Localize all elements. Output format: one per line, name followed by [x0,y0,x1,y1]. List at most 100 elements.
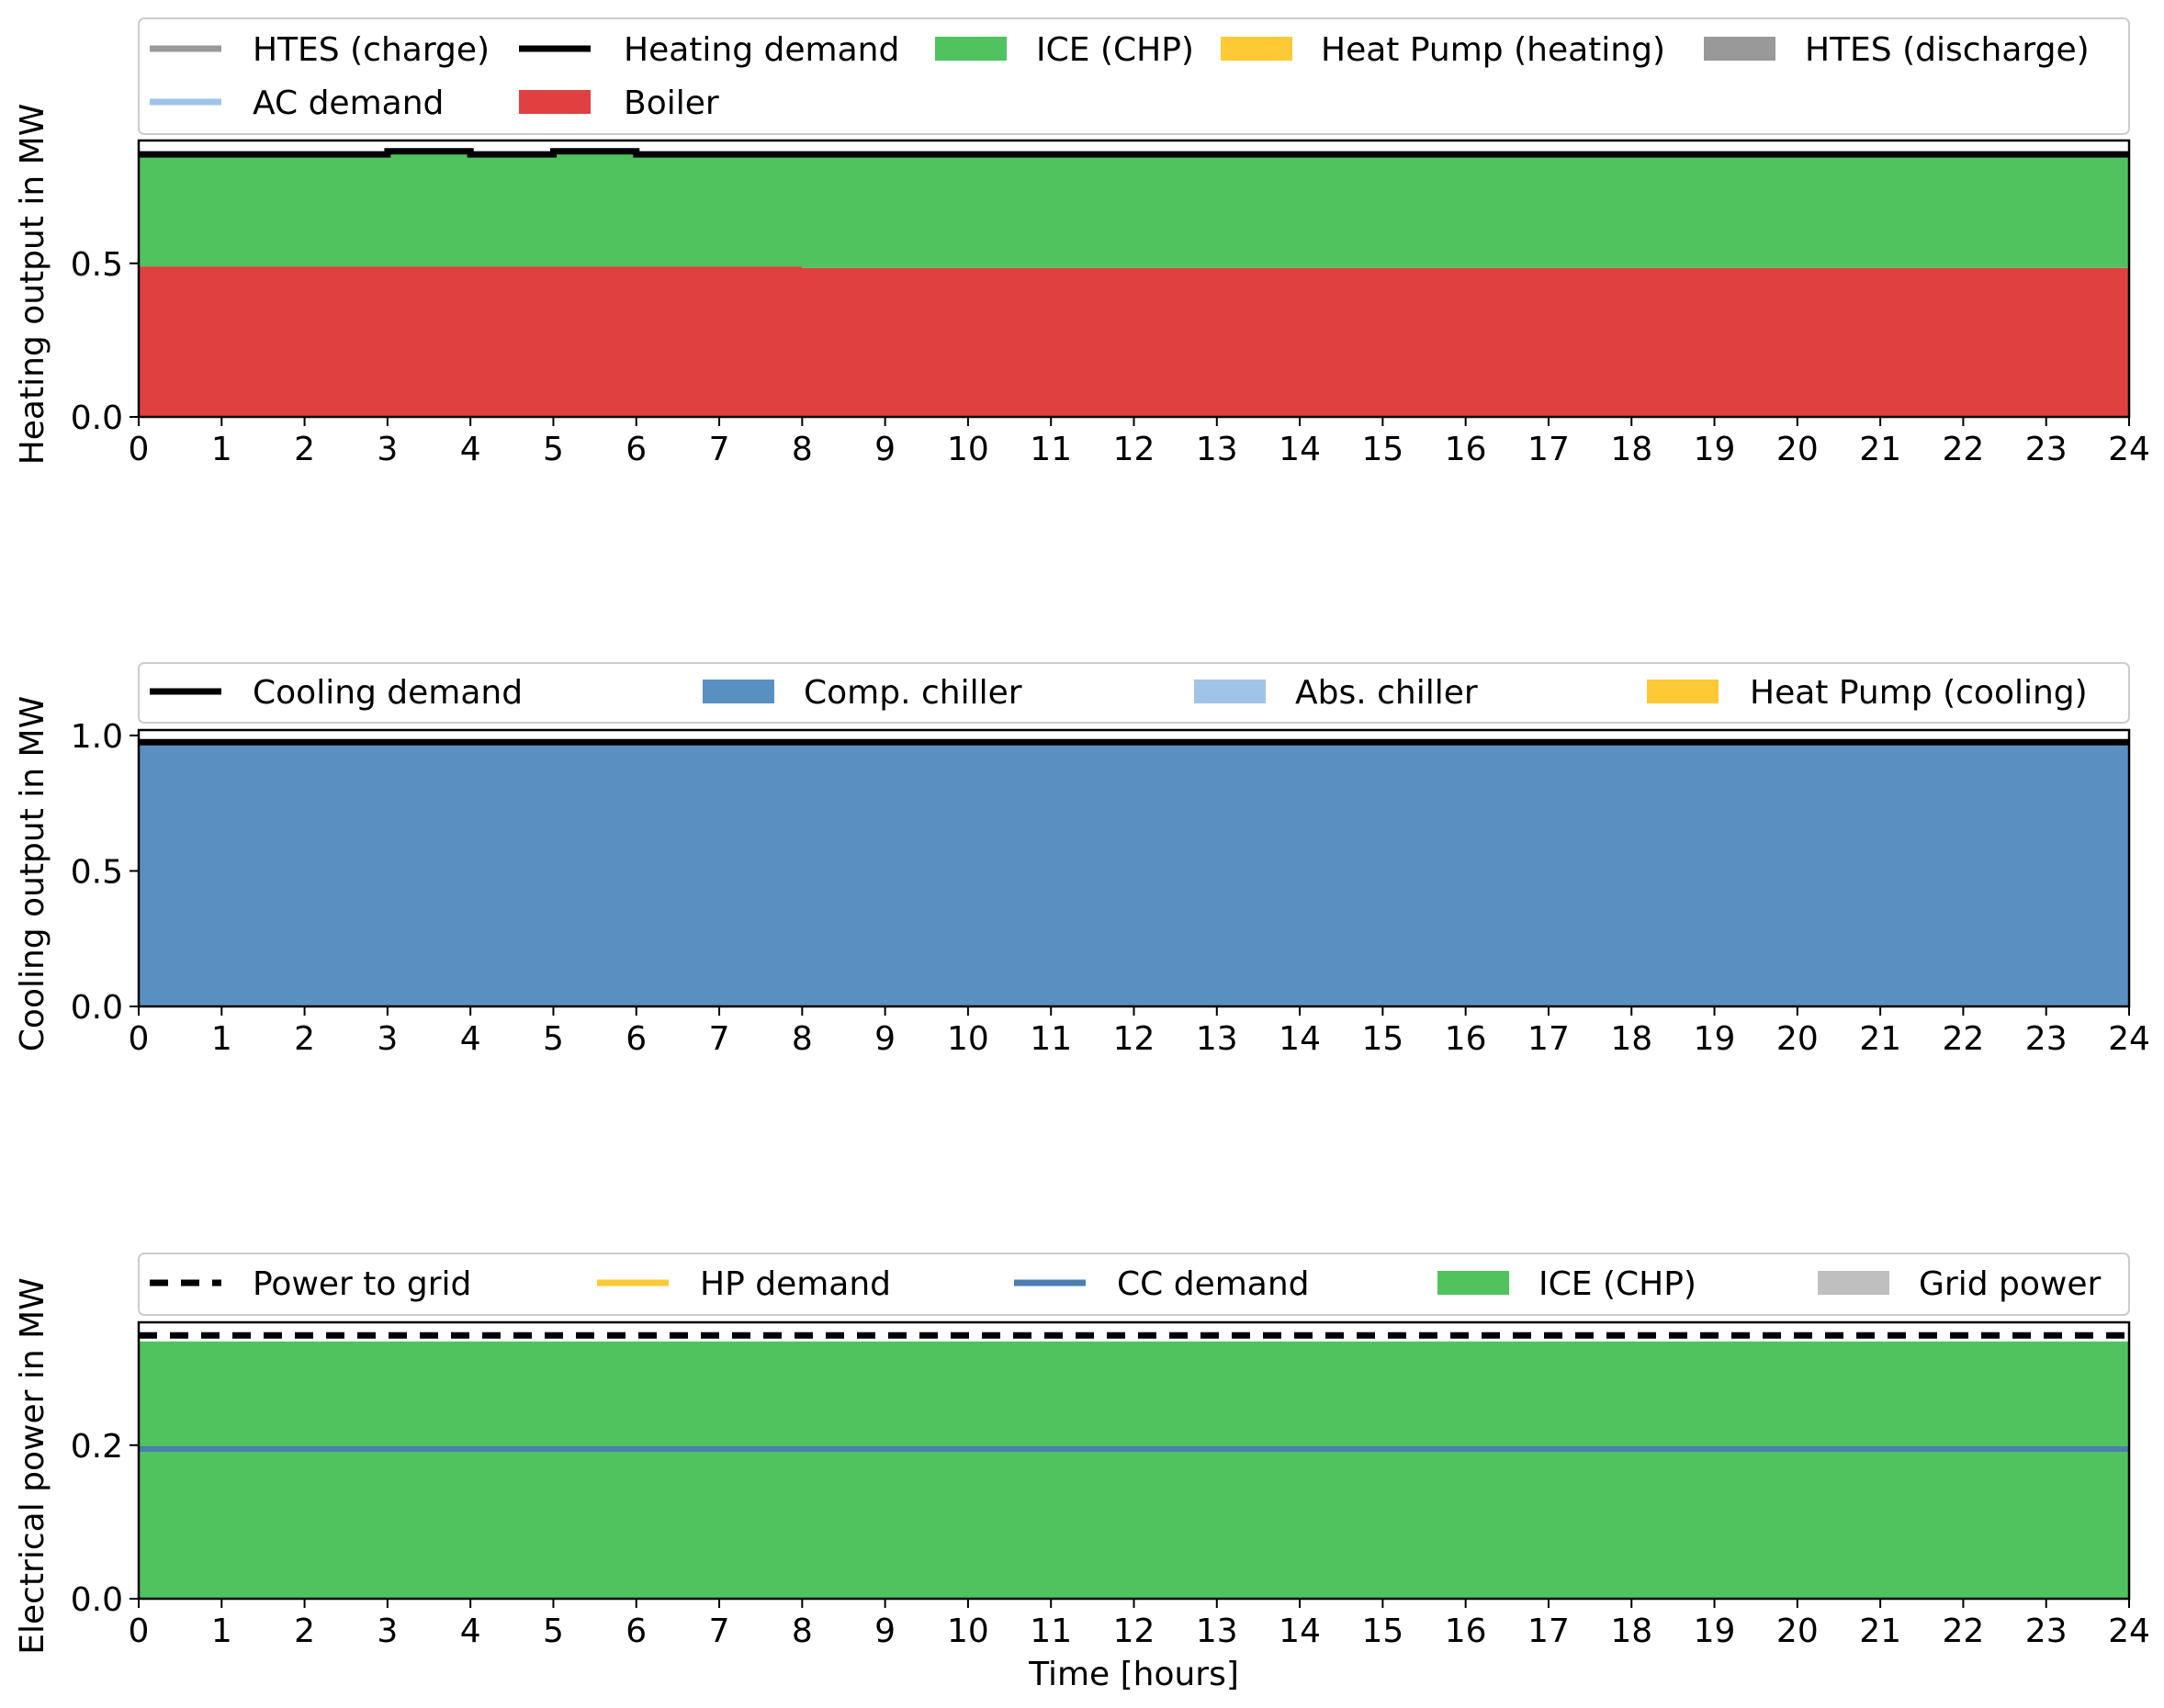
x-tick-label: 1 [211,1020,232,1058]
x-tick-label: 2 [294,1612,315,1650]
x-tick-label: 12 [1113,1612,1155,1650]
legend-label: Heat Pump (heating) [1321,31,1665,69]
x-tick-label: 10 [947,1020,989,1058]
x-tick-label: 14 [1279,1612,1321,1650]
legend-label: CC demand [1117,1265,1310,1303]
x-tick-label: 22 [1943,431,1985,468]
x-tick-label: 20 [1776,1612,1819,1650]
line-series-heating-demand [139,148,2129,158]
legend-box [138,17,2130,135]
x-tick-label: 20 [1776,1020,1819,1058]
y-tick-label: 1.0 [71,718,123,756]
x-tick-label: 22 [1943,1020,1985,1058]
x-tick-label: 15 [1361,1020,1403,1058]
y-axis-label: Heating output in MW [14,104,51,466]
x-tick-label: 2 [294,431,315,468]
legend-label: HTES (charge) [253,31,490,69]
x-tick-label: 1 [211,431,232,468]
x-tick-label: 9 [874,431,896,468]
x-tick-label: 24 [2108,431,2150,468]
x-tick-label: 12 [1113,431,1155,468]
legend-box [138,1253,2130,1316]
legend-label: Cooling demand [253,674,523,712]
legend-label: ICE (CHP) [1036,31,1194,69]
x-tick-label: 15 [1361,431,1403,468]
x-tick-label: 23 [2025,1612,2068,1650]
x-tick-label: 23 [2025,431,2068,468]
legend: Cooling demand Comp. chiller Abs. chiller H… [138,662,2130,724]
x-tick-label: 0 [129,1020,150,1058]
legend-label: Heating demand [624,31,899,69]
x-tick-label: 13 [1196,431,1238,468]
x-tick-label: 3 [377,1612,398,1650]
legend-label: Grid power [1919,1265,2101,1303]
x-tick-label: 13 [1196,1612,1238,1650]
x-tick-label: 0 [129,431,150,468]
area-series-boiler [139,266,2129,417]
x-tick-label: 5 [543,431,564,468]
x-tick-label: 4 [460,431,481,468]
area-series-comp-chiller [139,743,2129,1006]
x-tick-label: 15 [1361,1612,1403,1650]
legend-label: Abs. chiller [1295,674,1478,712]
x-tick-label: 24 [2108,1020,2150,1058]
x-tick-label: 10 [947,431,989,468]
x-tick-label: 1 [211,1612,232,1650]
subplot-2: 0 1 2 3 4 5 6 7 8 9 10 11 12 13 14 15 16 17 18 19 20 21 22 23 24… [14,662,2150,1058]
x-tick-label: 14 [1279,431,1321,468]
x-tick-label: 17 [1527,1020,1570,1058]
legend-swatch [519,90,591,114]
x-tick-label: 12 [1113,1020,1155,1058]
x-tick-label: 21 [1859,431,1901,468]
legend-swatch [703,680,774,703]
y-tick-label: 0.5 [71,853,123,891]
x-tick-label: 18 [1610,431,1652,468]
x-tick-label: 16 [1445,1020,1487,1058]
x-axis-label: Time [hours] [1028,1656,1239,1693]
subplot-3: 0 1 2 3 4 5 6 7 8 9 10 11 12 13 14 15 16 17 18 19 20 21 22 23 24… [14,1253,2150,1693]
y-tick-label: 0.2 [71,1428,123,1466]
x-tick-label: 2 [294,1020,315,1058]
legend-label: Power to grid [253,1265,471,1303]
y-axis-label: Cooling output in MW [14,696,51,1051]
legend-label: HTES (discharge) [1805,31,2090,69]
x-tick-label: 24 [2108,1612,2150,1650]
x-tick-label: 6 [626,1020,647,1058]
x-tick-label: 18 [1610,1020,1652,1058]
x-tick-label: 9 [874,1020,896,1058]
x-tick-label: 8 [792,1612,813,1650]
legend-box [138,662,2130,724]
x-tick-label: 8 [792,1020,813,1058]
x-tick-label: 7 [709,1020,730,1058]
x-tick-label: 16 [1445,1612,1487,1650]
area-series-ice-chp- [139,151,2129,268]
x-tick-label: 21 [1859,1020,1901,1058]
x-tick-label: 11 [1030,1612,1072,1650]
x-tick-label: 3 [377,431,398,468]
y-tick-label: 0.0 [71,989,123,1027]
x-tick-label: 19 [1694,1612,1736,1650]
legend-label: ICE (CHP) [1538,1265,1696,1303]
x-tick-label: 4 [460,1020,481,1058]
y-tick-label: 0.0 [71,399,123,437]
x-tick-label: 17 [1527,1612,1570,1650]
x-tick-label: 17 [1527,431,1570,468]
legend-swatch [1437,1271,1509,1295]
x-tick-label: 22 [1943,1612,1985,1650]
x-tick-label: 9 [874,1612,896,1650]
legend-label: AC demand [253,84,444,122]
area-series-ice-chp- [139,1341,2129,1599]
x-tick-label: 7 [709,1612,730,1650]
y-axis-label: Electrical power in MW [14,1277,51,1655]
x-tick-label: 8 [792,431,813,468]
y-tick-label: 0.0 [71,1581,123,1619]
legend: Power to grid HP demand CC demand ICE (CHP)… [138,1253,2130,1316]
subplot-1: 0 1 2 3 4 5 6 7 8 9 10 11 12 13 14 15 16 17 18 19 20 21 22 23 24… [14,17,2150,468]
legend: HTES (charge) Heating demand ICE (CHP) Heat… [138,17,2130,135]
x-tick-label: 10 [947,1612,989,1650]
x-tick-label: 13 [1196,1020,1238,1058]
x-tick-label: 11 [1030,1020,1072,1058]
legend-swatch [1647,680,1719,703]
x-tick-label: 4 [460,1612,481,1650]
x-tick-label: 7 [709,431,730,468]
